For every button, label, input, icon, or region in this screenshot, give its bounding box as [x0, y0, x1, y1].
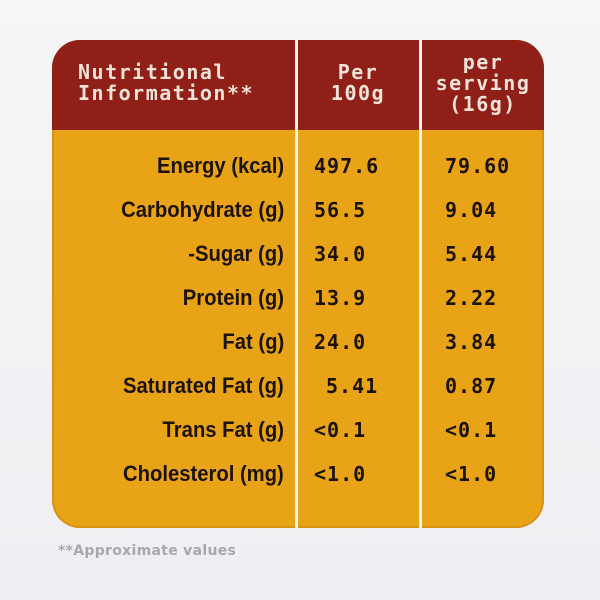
nutrient-name: Cholesterol (mg) [123, 461, 284, 486]
nutrient-name: -Sugar (g) [188, 241, 284, 266]
table-row: Carbohydrate (g) 56.5 9.04 [52, 188, 544, 232]
value-per-serving: 79.60 [445, 154, 511, 178]
value-per-100g: 13.9 [314, 286, 367, 310]
table-row: Fat (g) 24.0 3.84 [52, 320, 544, 364]
header-col2-line2: serving [435, 71, 531, 95]
column-divider [295, 40, 298, 528]
header-col1-line2: 100g [330, 81, 386, 105]
header-label-line1: Nutritional [78, 60, 227, 84]
nutrition-table: Nutritional Information** Per 100g per s… [52, 40, 544, 528]
value-per-serving: 9.04 [445, 198, 498, 222]
value-per-serving: 2.22 [445, 286, 498, 310]
value-per-serving: 5.44 [445, 242, 498, 266]
value-per-100g: 56.5 [314, 198, 367, 222]
table-row: Cholesterol (mg) <1.0 <1.0 [52, 452, 544, 496]
value-per-serving: <1.0 [445, 462, 498, 486]
value-per-100g: 34.0 [314, 242, 367, 266]
header-col2-line3: (16g) [449, 92, 517, 116]
value-per-100g: 5.41 [326, 374, 379, 398]
table-row: Trans Fat (g) <0.1 <0.1 [52, 408, 544, 452]
nutrient-name: Carbohydrate (g) [120, 197, 284, 222]
header-per-100g: Per 100g [299, 62, 417, 104]
header-col2-line1: per [462, 50, 504, 74]
nutrient-name: Trans Fat (g) [162, 417, 284, 442]
value-per-100g: <1.0 [314, 462, 367, 486]
nutrient-name: Saturated Fat (g) [123, 373, 284, 398]
header-nutritional-information: Nutritional Information** [78, 62, 288, 104]
nutrient-name: Fat (g) [222, 329, 284, 354]
table-row: -Sugar (g) 34.0 5.44 [52, 232, 544, 276]
header-per-serving: per serving (16g) [423, 52, 543, 115]
footnote-approximate-values: **Approximate values [58, 543, 237, 559]
value-per-100g: 24.0 [314, 330, 367, 354]
table-row: Energy (kcal) 497.6 79.60 [52, 144, 544, 188]
value-per-100g: 497.6 [314, 154, 380, 178]
value-per-serving: 0.87 [445, 374, 498, 398]
table-header [52, 40, 544, 130]
value-per-100g: <0.1 [314, 418, 367, 442]
header-col1-line1: Per [337, 60, 379, 84]
nutrient-name: Energy (kcal) [156, 153, 284, 178]
nutrient-name: Protein (g) [182, 285, 284, 310]
table-row: Saturated Fat (g) 5.41 0.87 [52, 364, 544, 408]
table-row: Protein (g) 13.9 2.22 [52, 276, 544, 320]
column-divider [419, 40, 422, 528]
header-label-line2: Information** [78, 81, 255, 105]
value-per-serving: <0.1 [445, 418, 498, 442]
value-per-serving: 3.84 [445, 330, 498, 354]
